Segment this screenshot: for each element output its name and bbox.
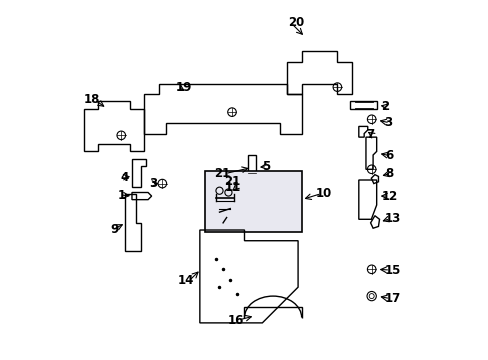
Text: 9: 9 bbox=[110, 223, 119, 236]
Text: 12: 12 bbox=[381, 190, 397, 203]
Text: 2: 2 bbox=[381, 100, 388, 113]
Bar bbox=[247, 155, 255, 180]
Text: 18: 18 bbox=[83, 93, 100, 106]
Text: 15: 15 bbox=[384, 264, 401, 276]
Text: 3: 3 bbox=[148, 177, 157, 190]
Text: 13: 13 bbox=[384, 212, 400, 225]
Text: 3: 3 bbox=[384, 116, 392, 129]
Text: 10: 10 bbox=[315, 187, 331, 200]
Text: 4: 4 bbox=[120, 171, 128, 184]
Text: 17: 17 bbox=[384, 292, 400, 305]
Text: 6: 6 bbox=[384, 149, 392, 162]
Text: 21: 21 bbox=[214, 167, 230, 180]
Text: 8: 8 bbox=[384, 167, 392, 180]
Text: 19: 19 bbox=[175, 81, 192, 94]
Text: 1: 1 bbox=[118, 189, 125, 202]
Text: 7: 7 bbox=[365, 128, 373, 141]
Text: 20: 20 bbox=[287, 16, 304, 29]
Text: 11: 11 bbox=[224, 181, 241, 194]
Text: 5: 5 bbox=[261, 160, 269, 173]
Text: 21: 21 bbox=[224, 175, 240, 188]
Text: 14: 14 bbox=[178, 274, 194, 287]
Bar bbox=[205, 171, 301, 232]
Text: 16: 16 bbox=[227, 314, 244, 327]
